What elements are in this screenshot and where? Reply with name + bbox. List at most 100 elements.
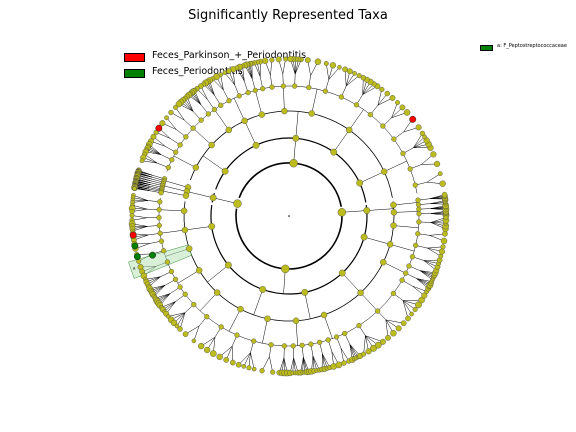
family-node [168,268,175,275]
order-node [390,201,397,209]
order-node [357,289,364,296]
class-node [252,141,260,149]
family-node [416,211,422,217]
root-node [288,215,290,217]
clade-key-swatch [480,45,493,51]
genus-node [270,369,276,375]
genus-branch [416,278,432,282]
class-branch [184,226,212,231]
genus-branch [161,301,176,308]
genus-branch [250,352,255,370]
genus-branch [326,63,329,80]
enriched-node-parkinson-periodontitis [409,115,417,123]
family-node [165,164,171,171]
family-node [391,136,397,142]
order-node [264,315,271,322]
order-branch [159,209,185,212]
class-branch [342,272,361,293]
family-node [308,341,314,347]
genus-branch [303,357,306,373]
order-branch [283,86,285,112]
family-node [226,98,232,104]
class-node [292,134,300,142]
class-node [330,148,338,156]
order-node [380,259,387,266]
genus-node [229,359,236,366]
family-node [161,248,167,254]
genus-branch [413,136,425,148]
genus-branch [133,195,148,201]
genus-node [216,353,223,361]
genus-node [304,57,311,64]
genus-branch [322,353,331,368]
genus-branch [426,173,441,183]
phylum-arc [235,208,343,270]
genus-node [437,171,443,177]
class-node [221,167,229,175]
family-node [182,291,188,297]
order-branch [295,320,298,346]
genus-branch [385,319,404,324]
genus-node [287,55,294,63]
family-node [156,222,162,229]
genus-branch [363,335,366,355]
family-node [158,190,164,196]
genus-node [421,292,428,299]
order-branch [311,89,318,114]
order-node [192,164,200,171]
family-node [205,111,211,117]
order-node [180,207,188,215]
genus-node [439,180,446,187]
family-node [367,112,373,118]
class-node [259,286,267,293]
family-node [156,207,162,213]
genus-branch [427,247,441,257]
genus-node [132,186,137,191]
family-node [342,330,348,337]
order-branch [160,229,185,234]
genus-branch [193,325,200,341]
class-node [338,269,346,277]
genus-node [235,361,242,368]
genus-node [395,325,402,332]
genus-node [434,160,441,167]
family-node [204,314,210,320]
order-node [258,111,266,118]
family-node [198,117,204,123]
genus-branch [346,75,360,87]
order-branch [161,190,187,196]
order-branch [360,292,378,312]
genus-node [438,253,444,259]
genus-node [210,350,217,357]
genus-node [191,338,197,344]
order-node [186,245,193,252]
class-branch [364,236,391,245]
class-branch [253,289,263,315]
order-node [241,117,248,125]
order-branch [228,309,241,332]
genus-node [283,56,289,62]
genus-branch [391,102,398,118]
genus-node [275,56,282,63]
family-node [260,86,266,92]
genus-node [365,348,372,355]
order-branch [349,109,364,131]
genus-branch [430,202,446,204]
order-branch [390,244,415,252]
genus-node [246,365,252,371]
genus-node [222,70,227,75]
order-branch [173,155,196,168]
genus-branch [423,260,439,264]
genus-node [241,364,247,369]
order-branch [162,185,187,192]
family-node [415,202,422,208]
class-branch [366,208,394,211]
genus-branch [131,215,148,218]
genus-branch [402,300,409,319]
genus-branch [349,344,357,358]
genus-branch [349,344,359,358]
order-node [237,305,244,313]
genus-branch [145,276,161,280]
enriched-node-periodontitis [149,251,156,259]
